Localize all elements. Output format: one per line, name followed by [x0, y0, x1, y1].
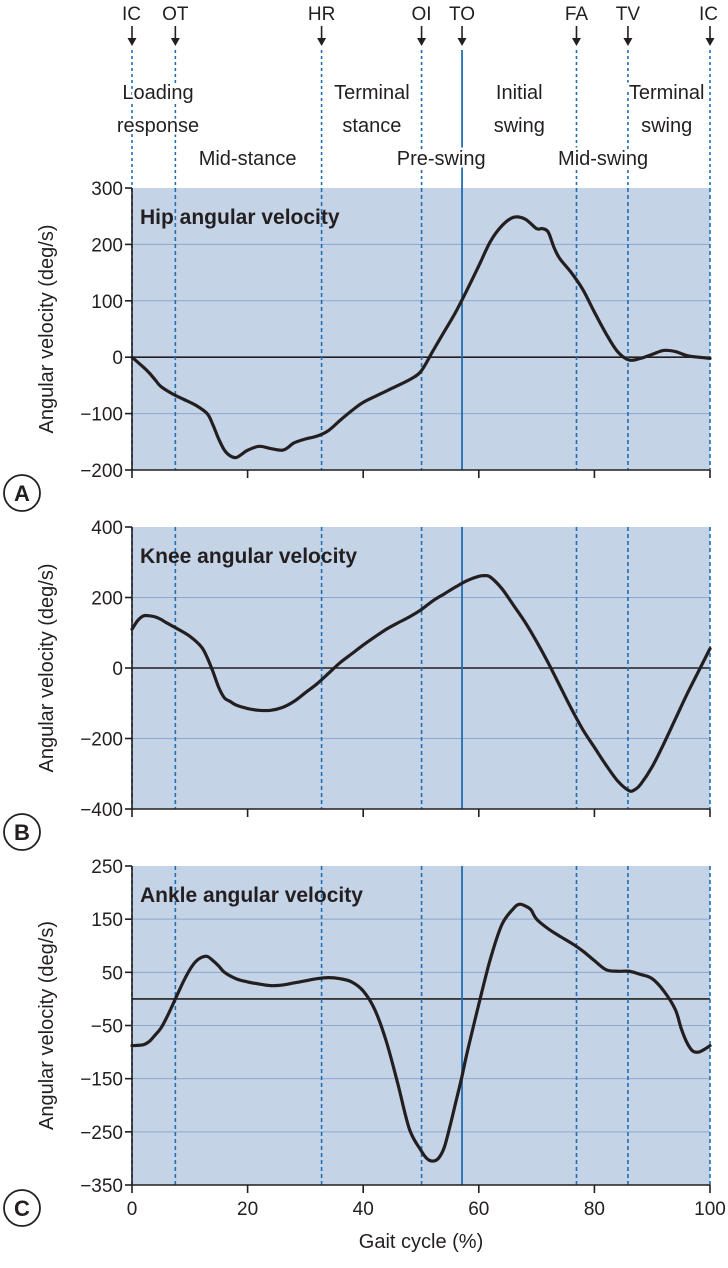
- phase-label-5: Mid-swing: [558, 148, 648, 170]
- panel-a-title: Hip angular velocity: [140, 206, 340, 229]
- panel-a-y-tick-label: 0: [112, 348, 123, 369]
- panel-b-y-tick-label: −400: [80, 800, 123, 821]
- event-label-hr: HR: [308, 4, 335, 25]
- x-tick-label-20: 20: [237, 1199, 258, 1220]
- panel-b-y-tick-label: 200: [91, 589, 123, 610]
- panel-c-y-tick-label: −150: [80, 1070, 123, 1091]
- panel-b-letter-badge: [3, 813, 41, 851]
- panel-b-title: Knee angular velocity: [140, 545, 357, 568]
- panel-a-y-tick-label: −200: [80, 461, 123, 482]
- phase-label-4: Initial: [496, 82, 543, 104]
- panel-a-y-tick-label: 200: [91, 235, 123, 256]
- panel-a-y-tick-label: 300: [91, 179, 123, 200]
- phase-label-0: response: [117, 115, 199, 137]
- event-label-oi: OI: [412, 4, 432, 25]
- panel-c-series-line: [130, 902, 712, 1163]
- x-tick-label-0: 0: [127, 1199, 138, 1220]
- phase-label-4: swing: [494, 115, 545, 137]
- phase-label-3: Pre-swing: [397, 148, 486, 170]
- x-tick-label-60: 60: [468, 1199, 489, 1220]
- x-tick-label-40: 40: [353, 1199, 374, 1220]
- event-label-ic: IC: [699, 4, 718, 25]
- event-label-ot: OT: [162, 4, 189, 25]
- phase-label-2: Terminal: [334, 82, 410, 104]
- event-label-tv: TV: [616, 4, 641, 25]
- panel-c-y-tick-label: −250: [80, 1123, 123, 1144]
- event-arrowhead-fa: [571, 38, 581, 46]
- panel-c-y-tick-label: 250: [91, 857, 123, 878]
- x-tick-label-100: 100: [694, 1199, 726, 1220]
- x-axis-label: Gait cycle (%): [359, 1231, 483, 1253]
- panel-c-letter-badge: [3, 1189, 41, 1227]
- panel-c-y-tick-label: 150: [91, 910, 123, 931]
- panel-a-y-tick-label: 100: [91, 292, 123, 313]
- phase-label-0: Loading: [122, 82, 193, 104]
- phase-label-6: swing: [641, 115, 692, 137]
- panel-b-y-axis-label: Angular velocity (deg/s): [36, 564, 58, 773]
- panel-c-title: Ankle angular velocity: [140, 884, 363, 907]
- phase-label-6: Terminal: [629, 82, 705, 104]
- panel-a-letter: A: [14, 481, 30, 506]
- axes: [3, 26, 715, 1227]
- event-arrowhead-tv: [623, 38, 633, 46]
- panel-b-series-line: [130, 573, 712, 793]
- panel-a-y-axis-label: Angular velocity (deg/s): [36, 225, 58, 434]
- phase-label-2: stance: [342, 115, 401, 137]
- event-label-to: TO: [449, 4, 475, 25]
- x-tick-label-80: 80: [584, 1199, 605, 1220]
- panel-a-letter-badge: [3, 474, 41, 512]
- event-label-ic: IC: [122, 4, 141, 25]
- event-arrowhead-hr: [317, 38, 327, 46]
- event-arrowhead-to: [457, 38, 467, 46]
- panel-b-y-tick-label: 400: [91, 518, 123, 539]
- panel-c-y-tick-label: 50: [102, 963, 123, 984]
- data-curves: [130, 215, 712, 1163]
- panel-c-y-axis-label: Angular velocity (deg/s): [36, 921, 58, 1130]
- event-arrowhead-ic: [127, 38, 137, 46]
- panel-c-y-tick-label: −350: [80, 1176, 123, 1197]
- panel-c-y-tick-label: −50: [91, 1017, 123, 1038]
- panel-c-letter: C: [14, 1196, 30, 1221]
- panel-b-y-tick-label: 0: [112, 659, 123, 680]
- panel-a-series-line: [130, 215, 712, 460]
- event-arrowhead-ic: [705, 38, 715, 46]
- event-label-fa: FA: [565, 4, 589, 25]
- panel-b-y-tick-label: −200: [80, 730, 123, 751]
- panel-a-y-tick-label: −100: [80, 405, 123, 426]
- event-lines: [131, 50, 711, 1185]
- phase-label-1: Mid-stance: [199, 148, 297, 170]
- panel-b-letter: B: [14, 820, 30, 845]
- event-arrowhead-ot: [170, 38, 180, 46]
- event-arrowhead-oi: [417, 38, 427, 46]
